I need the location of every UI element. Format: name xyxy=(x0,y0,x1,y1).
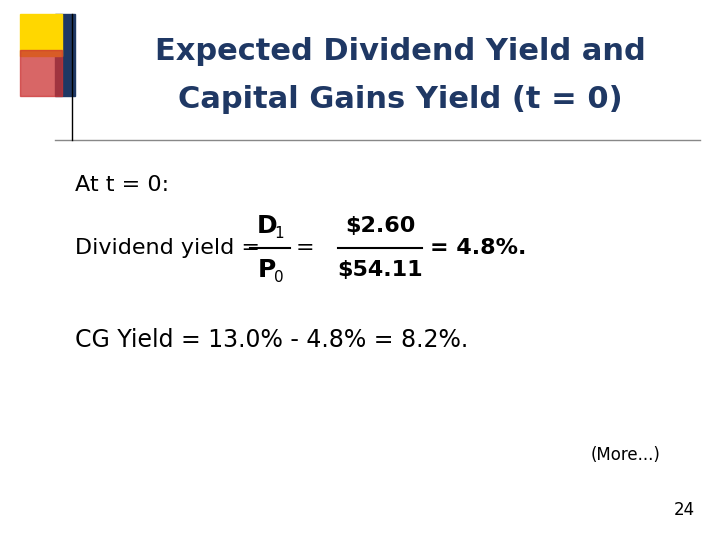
Text: CG Yield = 13.0% - 4.8% = 8.2%.: CG Yield = 13.0% - 4.8% = 8.2%. xyxy=(75,328,468,352)
Text: $54.11: $54.11 xyxy=(337,260,423,280)
Text: Expected Dividend Yield and: Expected Dividend Yield and xyxy=(155,37,645,66)
Text: $2.60: $2.60 xyxy=(345,216,415,236)
Text: 0: 0 xyxy=(274,269,284,285)
Text: = 4.8%.: = 4.8%. xyxy=(430,238,526,258)
Text: Capital Gains Yield (t = 0): Capital Gains Yield (t = 0) xyxy=(178,85,622,114)
Bar xyxy=(20,14,62,56)
Text: P: P xyxy=(258,258,276,282)
Text: At t = 0:: At t = 0: xyxy=(75,175,169,195)
Bar xyxy=(20,50,62,96)
Text: Dividend yield =: Dividend yield = xyxy=(75,238,260,258)
Text: 1: 1 xyxy=(274,226,284,240)
Text: (More...): (More...) xyxy=(590,446,660,464)
Bar xyxy=(55,14,75,96)
Text: 24: 24 xyxy=(674,501,695,519)
Text: D: D xyxy=(257,214,277,238)
Text: =: = xyxy=(296,238,315,258)
